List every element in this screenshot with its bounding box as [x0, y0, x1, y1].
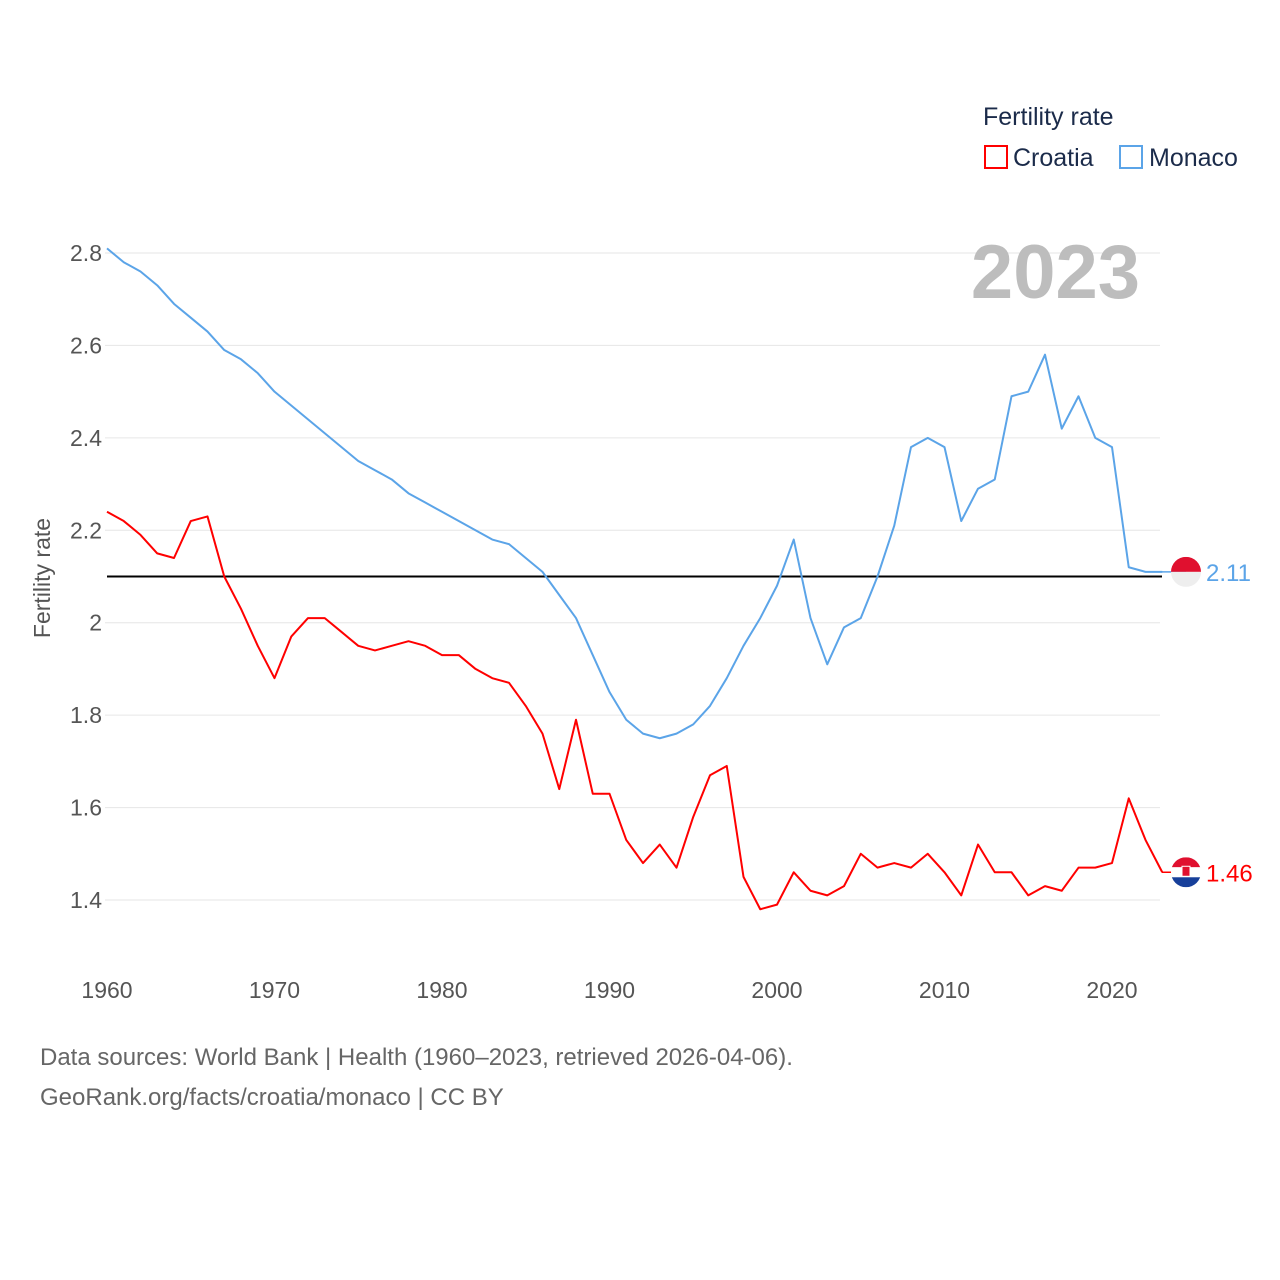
flag-icon-monaco: [1162, 556, 1201, 587]
y-tick-label: 2: [89, 610, 102, 636]
end-value-label-monaco: 2.11: [1206, 560, 1251, 587]
series-line-monaco: [106, 247, 1163, 740]
current-year-label: 2023: [971, 230, 1140, 315]
y-axis-label: Fertility rate: [29, 518, 55, 638]
x-tick-label: 1960: [81, 977, 132, 1003]
legend-item-monaco[interactable]: Monaco: [1119, 144, 1238, 172]
y-tick-label: 2.2: [70, 517, 102, 543]
y-tick-label: 1.6: [70, 795, 102, 821]
legend-label-monaco: Monaco: [1149, 144, 1238, 172]
y-tick-label: 2.8: [70, 240, 102, 266]
legend-item-croatia[interactable]: Croatia: [984, 144, 1094, 172]
footer-attribution: GeoRank.org/facts/croatia/monaco | CC BY: [40, 1084, 504, 1111]
x-tick-label: 2020: [1086, 977, 1137, 1003]
series-line-croatia: [106, 510, 1164, 911]
flag-icon-croatia: [1162, 857, 1201, 888]
x-tick-label: 2000: [751, 977, 802, 1003]
legend-title: Fertility rate: [983, 103, 1114, 131]
y-tick-label: 2.4: [70, 425, 102, 451]
x-tick-label: 2010: [919, 977, 970, 1003]
x-tick-label: 1990: [584, 977, 635, 1003]
legend-swatch-croatia: [984, 145, 1008, 169]
x-tick-label: 1980: [416, 977, 467, 1003]
legend-label-croatia: Croatia: [1013, 144, 1094, 172]
y-tick-label: 2.6: [70, 332, 102, 358]
y-tick-label: 1.4: [70, 887, 102, 913]
y-tick-label: 1.8: [70, 702, 102, 728]
legend-swatch-monaco: [1119, 145, 1143, 169]
x-tick-label: 1970: [249, 977, 300, 1003]
end-value-label-croatia: 1.46: [1206, 860, 1253, 887]
footer-sources: Data sources: World Bank | Health (1960–…: [40, 1044, 793, 1071]
